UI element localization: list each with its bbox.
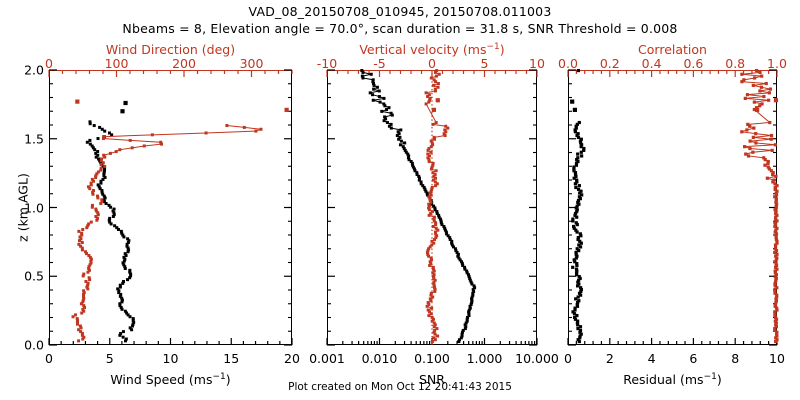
y-tick-label: 1.0 [24, 200, 44, 215]
wind-speed-axis-label: Wind Speed (ms−1) [110, 372, 231, 388]
panel-residual-plot-area [567, 68, 779, 346]
bottom-axis-tick-label: 6 [689, 351, 698, 366]
top-axis-tick-label: 200 [172, 56, 196, 71]
panel-snr [326, 69, 538, 346]
panel-wind [48, 69, 293, 346]
panel-snr-plot-area [326, 69, 538, 346]
top-axis-tick-label: 10 [529, 56, 545, 71]
top-axis-tick-label: 0.2 [599, 56, 620, 71]
top-axis-tick-label: 100 [104, 56, 129, 71]
y-tick-label: 0.5 [24, 268, 44, 284]
bottom-axis-tick-label: 0.100 [414, 351, 450, 366]
top-axis-tick-label: 0 [428, 56, 436, 71]
snr-axis-label: SNR [419, 372, 445, 387]
bottom-axis-tick-label: 20 [284, 351, 300, 366]
bottom-axis-tick-label: 0.001 [309, 351, 345, 366]
top-axis-tick-label: 0.8 [725, 56, 746, 71]
y-tick-label: 0.0 [24, 337, 44, 353]
plot-title: VAD_08_20150708_010945, 20150708.011003 [248, 4, 552, 19]
bottom-axis-tick-label: 1.000 [466, 351, 503, 366]
panel-wind-plot-area [48, 69, 293, 346]
top-axis-tick-label: -5 [373, 56, 386, 71]
bottom-axis-tick-label: 5 [105, 351, 114, 366]
top-axis-tick-label: -10 [316, 56, 338, 71]
panel-residual-top-rule [568, 70, 777, 71]
bottom-axis-tick-label: 10 [162, 351, 179, 366]
bottom-axis-tick-label: 2 [605, 351, 614, 366]
residual-axis-label: Residual (ms−1) [623, 372, 722, 388]
wind-direction-axis-label: Wind Direction (deg) [105, 42, 236, 57]
top-axis-tick-label: 1.0 [767, 56, 787, 71]
bottom-axis-tick-label: 10 [769, 351, 785, 366]
top-axis-tick-label: 5 [480, 56, 489, 71]
top-axis-tick-label: 0 [45, 56, 53, 71]
top-axis-tick-label: 0.6 [683, 56, 704, 71]
bottom-axis-tick-label: 0 [564, 351, 572, 366]
y-tick-label: 1.5 [24, 131, 44, 147]
bottom-axis-tick-label: 0.010 [361, 351, 398, 366]
y-tick-label: 2.0 [24, 62, 44, 78]
top-axis-tick-label: 0.4 [641, 56, 662, 71]
top-axis-tick-label: 300 [239, 56, 264, 71]
bottom-axis-tick-label: 0 [45, 351, 53, 366]
bottom-axis-tick-label: 8 [731, 351, 740, 366]
vertical-velocity-axis-label: Vertical velocity (ms−1) [359, 42, 505, 58]
bottom-axis-tick-label: 15 [223, 351, 240, 366]
plot-footer: Plot created on Mon Oct 12 20:41:43 2015 [288, 381, 512, 393]
bottom-axis-tick-label: 4 [647, 351, 656, 366]
correlation-axis-label: Correlation [638, 42, 707, 57]
top-axis-tick-label: 0.0 [558, 56, 578, 71]
bottom-axis-tick-label: 10.000 [515, 351, 559, 366]
plot-subtitle: Nbeams = 8, Elevation angle = 70.0°, sca… [122, 21, 678, 36]
panel-residual [567, 68, 779, 346]
